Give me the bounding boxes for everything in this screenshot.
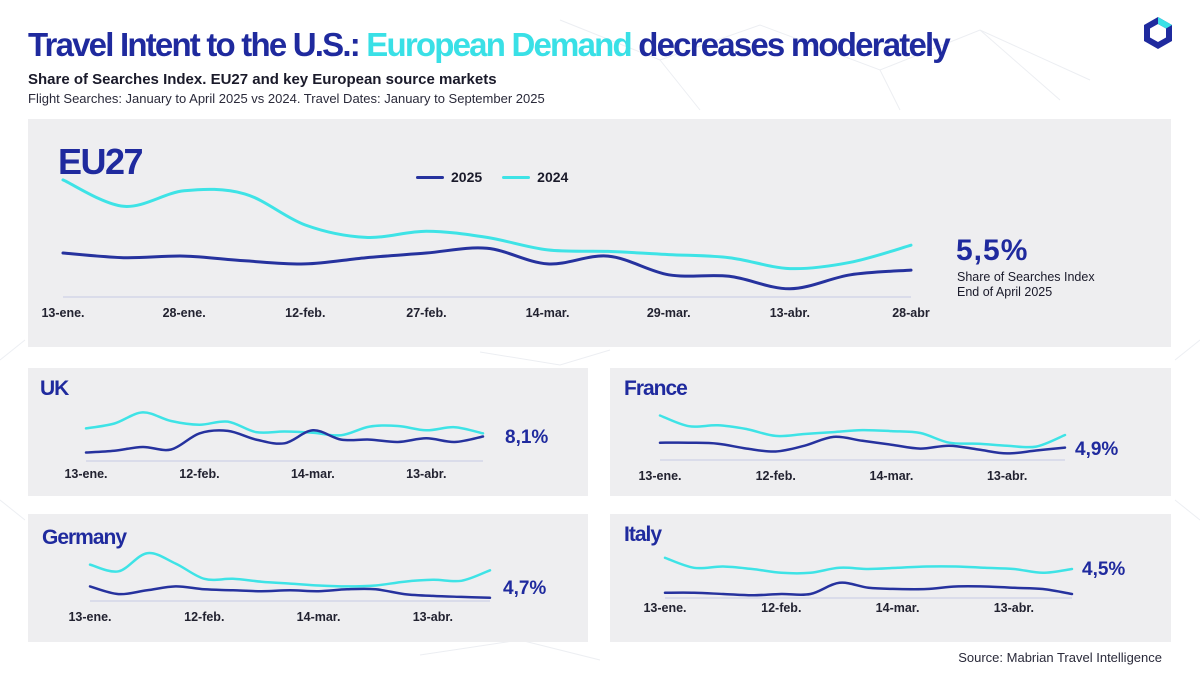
series-line-2024-france (658, 414, 1067, 449)
x-tick-label: 12-feb. (179, 467, 219, 481)
series-line-2024-eu27 (61, 178, 913, 271)
subtitle: Share of Searches Index. EU27 and key Eu… (28, 71, 497, 88)
description: Flight Searches: January to April 2025 v… (28, 91, 545, 106)
series-line-2024-uk (84, 411, 485, 437)
final-value-italy: 4,5% (1082, 559, 1126, 580)
chart-title-france: France (624, 377, 688, 400)
panel-france: France 13-ene. 12-feb. 14-mar. 13-abr. 4,9% (610, 368, 1171, 496)
chart-uk: 13-ene. 12-feb. 14-mar. 13-abr. (64, 411, 485, 481)
x-tick-label: 14-mar. (870, 469, 914, 483)
x-tick-label: 13-ene. (643, 601, 686, 615)
x-tick-label: 12-feb. (184, 610, 224, 624)
x-tick-label: 14-mar. (876, 601, 920, 615)
caption-line-1: Share of Searches Index (957, 270, 1095, 284)
series-line-2025-eu27 (61, 246, 913, 291)
final-value-uk: 8,1% (505, 427, 549, 448)
panel-eu27: EU27 2025 2024 13-ene. 28-ene. 12-feb. 27-f… (28, 119, 1171, 347)
x-tick-label: 27-feb. (406, 306, 446, 320)
chart-title-italy: Italy (624, 523, 662, 546)
source-note: Source: Mabrian Travel Intelligence (958, 650, 1162, 665)
x-tick-label: 29-mar. (647, 306, 691, 320)
x-tick-label: 13-ene. (68, 610, 111, 624)
x-tick-label: 13-abr. (987, 469, 1027, 483)
chart-title-uk: UK (40, 377, 69, 400)
x-tick-label: 12-feb. (756, 469, 796, 483)
series-line-2025-germany (88, 585, 492, 600)
x-tick-label: 28-ene. (163, 306, 206, 320)
x-tick-label: 14-mar. (297, 610, 341, 624)
title-highlight: European Demand (366, 26, 632, 63)
x-tick-label: 13-ene. (638, 469, 681, 483)
legend-swatch-2025 (416, 175, 444, 179)
legend: 2025 2024 (416, 169, 568, 185)
caption-line-2: End of April 2025 (957, 285, 1053, 299)
chart-france: 13-ene. 12-feb. 14-mar. 13-abr. (638, 414, 1067, 483)
x-tick-label: 13-ene. (64, 467, 107, 481)
legend-label-2025: 2025 (451, 169, 483, 185)
legend-label-2024: 2024 (537, 169, 569, 185)
x-tick-label: 14-mar. (526, 306, 570, 320)
series-line-2024-germany (88, 551, 492, 588)
final-value-germany: 4,7% (503, 578, 547, 599)
x-tick-label: 13-abr. (994, 601, 1034, 615)
x-tick-label: 28-abr (892, 306, 930, 320)
x-tick-label: 13-abr. (770, 306, 810, 320)
series-line-2024-italy (663, 556, 1074, 575)
chart-eu27: 13-ene. 28-ene. 12-feb. 27-feb. 14-mar. 29-ma… (41, 178, 930, 320)
chart-germany: 13-ene. 12-feb. 14-mar. 13-abr. (68, 551, 492, 624)
panel-germany: Germany 13-ene. 12-feb. 14-mar. 13-abr. 4,7… (28, 514, 588, 642)
x-tick-label: 13-abr. (406, 467, 446, 481)
final-value-france: 4,9% (1075, 439, 1119, 460)
x-tick-label: 13-abr. (413, 610, 453, 624)
series-line-2025-italy (663, 581, 1074, 597)
chart-title-germany: Germany (42, 526, 127, 549)
x-tick-label: 12-feb. (761, 601, 801, 615)
legend-swatch-2024 (502, 175, 531, 179)
x-tick-label: 12-feb. (285, 306, 325, 320)
value-caption: Share of Searches Index End of April 202… (957, 270, 1095, 300)
panel-uk: UK 13-ene. 12-feb. 14-mar. 13-abr. 8,1% (28, 368, 588, 496)
panel-italy: Italy 13-ene. 12-feb. 14-mar. 13-abr. 4,5% (610, 514, 1171, 642)
series-line-2025-france (658, 435, 1067, 455)
page-title: Travel Intent to the U.S.: European Dema… (28, 26, 951, 64)
x-tick-label: 13-ene. (41, 306, 84, 320)
chart-italy: 13-ene. 12-feb. 14-mar. 13-abr. (643, 556, 1074, 615)
final-value-eu27: 5,5% (956, 234, 1029, 267)
series-line-2025-uk (84, 429, 485, 454)
hexagon-logo-icon (1144, 17, 1172, 49)
title-part-1: Travel Intent to the U.S.: (28, 26, 367, 63)
legend-item-2025: 2025 (416, 169, 482, 185)
legend-item-2024: 2024 (502, 169, 568, 185)
x-tick-label: 14-mar. (291, 467, 335, 481)
chart-title-eu27: EU27 (58, 141, 144, 182)
title-part-2: decreases moderately (630, 26, 951, 63)
